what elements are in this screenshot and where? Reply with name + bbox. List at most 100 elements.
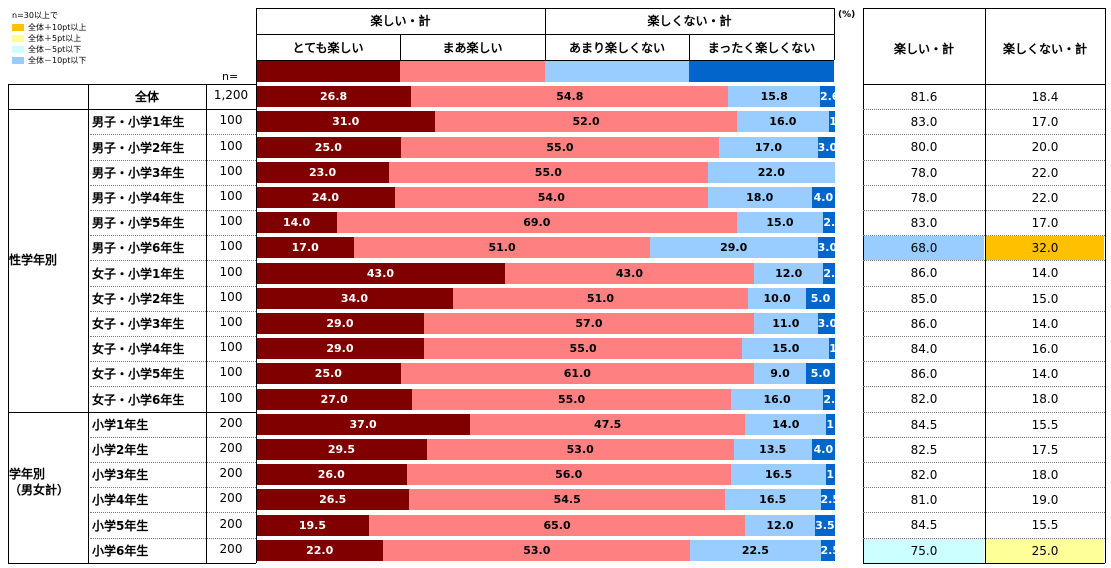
legend-swatch (12, 57, 24, 64)
grid-line (863, 109, 1105, 111)
grid-line (689, 34, 690, 60)
row-label: 小学3年生 (92, 468, 149, 483)
bar-segment (411, 86, 729, 108)
grid-line (256, 60, 834, 61)
bar-value-label: 31.0 (332, 115, 360, 129)
table-cell-tanoshikunai: 22.0 (1031, 190, 1059, 205)
bar-segment (817, 136, 835, 158)
table-cell-tanoshikunai: 20.0 (1031, 140, 1059, 155)
grid-line (90, 336, 256, 337)
row-label: 小学4年生 (92, 493, 149, 508)
header-cat3: あまり楽しくない (568, 41, 665, 55)
row-n: 100 (219, 264, 243, 279)
legend-note: n=30以上で (12, 11, 58, 20)
bar-value-label: 24.0 (311, 190, 340, 204)
bar-value-label: 23.0 (309, 165, 337, 179)
bar-value-label: 3.0 (817, 316, 835, 330)
bar-segment (400, 136, 720, 158)
table-cell-tanoshikunai: 17.5 (1031, 442, 1059, 457)
row-label: 女子・小学4年生 (92, 342, 185, 357)
bar-segment (829, 338, 835, 360)
grid-line (863, 260, 1105, 262)
row-n: 100 (219, 314, 243, 329)
bar-segment (728, 86, 820, 108)
bar-segment (820, 489, 835, 511)
bar-value-label: 25.0 (314, 140, 342, 154)
bar-value-label: 29.0 (326, 342, 354, 356)
bar-segment (368, 514, 746, 536)
table-cell-tanoshikunai: 18.0 (1031, 392, 1059, 407)
row-n: 200 (219, 415, 243, 430)
row-n: 100 (219, 214, 243, 229)
bar-segment (504, 262, 754, 284)
bar-value-label: 51.0 (586, 291, 615, 305)
row-label: 男子・小学4年生 (92, 190, 185, 205)
bar-value-label: 14.0 (772, 417, 800, 431)
bar-value-label: 54.5 (553, 493, 581, 507)
bar-value-label: 43.0 (366, 266, 395, 280)
bar-segment (409, 489, 725, 511)
bar-value-label: 69.0 (523, 216, 551, 230)
table-cell-tanoshii: 82.5 (910, 442, 938, 457)
bar-value-label: 16.0 (763, 392, 791, 406)
bar-value-label: 3.5 (815, 518, 835, 532)
header-cat2: まあ楽しい (442, 41, 503, 55)
bar-segment (753, 363, 807, 385)
bar-segment (811, 186, 835, 208)
bar-segment (256, 464, 407, 486)
grid-line (863, 462, 1105, 463)
table-cell-tanoshikunai: 14.0 (1031, 266, 1059, 281)
bar-value-label: 1.5 (826, 468, 835, 482)
legend-swatch (12, 24, 24, 31)
row-n: 100 (219, 113, 243, 128)
legend-item: 全体－10pt以下 (12, 56, 86, 65)
bar-segment (256, 489, 410, 511)
table-cell-tanoshikunai: 19.0 (1031, 493, 1059, 508)
bar-value-label: 65.0 (543, 518, 571, 532)
row-label: 女子・小学1年生 (92, 266, 185, 281)
header-swatch-cat4 (689, 60, 834, 82)
grid-line (90, 537, 256, 539)
grid-line (90, 361, 256, 363)
bar-segment (736, 212, 824, 234)
grid-line (863, 512, 1105, 514)
row-n: 1,200 (213, 88, 249, 103)
bar-segment (256, 438, 427, 460)
grid-line (985, 8, 986, 563)
bar-segment (753, 262, 824, 284)
row-n: 200 (219, 466, 243, 481)
grid-line (400, 34, 401, 60)
legend-swatch (12, 46, 24, 53)
bar-segment (748, 287, 807, 309)
row-n: 200 (219, 491, 243, 506)
bar-segment (707, 186, 812, 208)
bar-value-label: 54.8 (556, 90, 584, 104)
bar-value-label: 2.6 (819, 90, 835, 104)
group-label-sex-grade: 性学年別 (9, 253, 58, 267)
bar-value-label: 2.5 (820, 543, 835, 557)
table-cell-tanoshikunai: 15.5 (1031, 417, 1059, 432)
grid-line (90, 487, 256, 489)
table-cell-tanoshii: 75.0 (864, 538, 984, 563)
header-swatch-cat3 (545, 60, 689, 82)
bar-segment (817, 237, 835, 259)
bar-segment (823, 262, 835, 284)
unit-label: (%) (838, 10, 856, 20)
bar-value-label: 3.0 (817, 241, 835, 255)
grid-line (863, 8, 864, 563)
row-label: 小学6年生 (92, 543, 149, 558)
bar-value-label: 51.0 (488, 241, 516, 255)
bar-segment (742, 338, 830, 360)
bar-segment (337, 212, 737, 234)
bar-value-label: 16.5 (759, 493, 787, 507)
header-cat4: まったく楽しくない (707, 41, 816, 55)
row-label: 小学5年生 (92, 518, 149, 533)
bar-value-label: 1.0 (829, 342, 835, 356)
bar-segment (256, 388, 413, 410)
bar-segment (423, 312, 754, 334)
table-cell-tanoshii: 85.0 (910, 291, 938, 306)
table-cell-tanoshii: 78.0 (910, 190, 938, 205)
grid-line (8, 84, 256, 85)
grid-line (90, 134, 256, 136)
grid-line (90, 386, 256, 388)
